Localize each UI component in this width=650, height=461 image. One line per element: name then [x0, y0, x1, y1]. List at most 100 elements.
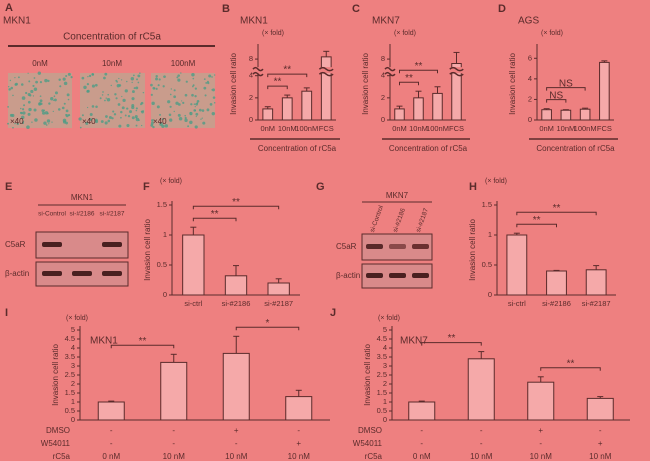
cell [50, 97, 54, 101]
cell [191, 72, 195, 77]
bracket [546, 87, 586, 91]
bracket [267, 85, 288, 90]
treatment-value: - [110, 439, 113, 448]
concentration: 0nM [32, 59, 48, 68]
cell [91, 72, 95, 76]
cell [7, 122, 9, 125]
significance: ** [533, 215, 541, 226]
cell [48, 102, 51, 105]
cell [185, 80, 188, 83]
y-tick-label: 4 [249, 71, 253, 80]
y-tick-label: 2 [71, 379, 75, 388]
cell [27, 100, 31, 104]
y-tick-label: 2 [528, 94, 532, 103]
cell [89, 118, 92, 121]
y-tick-label: 0 [381, 115, 385, 124]
row-label: C5aR [5, 240, 26, 249]
treatment-value: 10 nM [470, 452, 493, 461]
cell [20, 83, 24, 86]
cell [189, 111, 192, 114]
cell [120, 110, 123, 114]
cell [203, 86, 207, 90]
cell [191, 93, 194, 97]
cell [190, 113, 192, 116]
bracket [192, 217, 237, 222]
bar [222, 352, 250, 421]
cell [126, 123, 130, 128]
x-tick-label: 100nM [426, 124, 449, 133]
treatment-value: 10 nM [163, 452, 186, 461]
cell [57, 108, 61, 111]
cell [28, 80, 31, 83]
treatment-value: 10 nM [589, 452, 612, 461]
cell [142, 110, 145, 112]
cell [132, 74, 135, 77]
cell [127, 114, 131, 118]
cell [130, 77, 135, 81]
cell [114, 93, 117, 96]
cell [136, 78, 138, 81]
cell [150, 123, 154, 127]
y-tick-label: 8 [381, 54, 385, 63]
cell [52, 110, 54, 113]
panel-letter: I [5, 307, 8, 319]
cell [163, 75, 166, 79]
cell [198, 108, 202, 112]
cell [151, 119, 154, 122]
cell [20, 111, 22, 114]
cell [83, 85, 87, 90]
x-tick-label: si-ctrl [508, 299, 526, 308]
cell [159, 113, 161, 116]
x-tick-label: si-#2187 [582, 299, 611, 308]
micrograph [151, 73, 215, 128]
chart-title: MKN1 [240, 16, 268, 27]
treatment-name: rC5a [53, 452, 71, 461]
y-tick-label: 1 [71, 397, 75, 406]
cell [132, 90, 135, 94]
x-tick-label: si-ctrl [184, 299, 202, 308]
cell [200, 118, 202, 120]
cell [152, 86, 156, 90]
x-tick-label: 0nM [260, 124, 275, 133]
y-tick-label: 4 [383, 343, 387, 352]
cell [121, 95, 123, 98]
x-tick-label: si-#2186 [222, 299, 251, 308]
lane-label: si-#2186 [70, 211, 95, 218]
y-axis-label: Invasion cell ratio [229, 53, 238, 115]
significance: ** [283, 65, 291, 76]
cell [17, 76, 20, 79]
bar [301, 90, 313, 121]
cell [131, 116, 135, 120]
y-tick-label: 0.5 [377, 406, 387, 415]
cell [118, 84, 122, 87]
cell [22, 120, 25, 123]
cell [168, 113, 172, 117]
cell [211, 111, 216, 116]
cell [91, 84, 96, 88]
bracket [267, 73, 308, 78]
cell [20, 115, 25, 120]
bracket [516, 223, 557, 228]
x-tick-label: 100nM [295, 124, 318, 133]
axis-break [384, 71, 396, 77]
axis-break-gap [319, 67, 334, 74]
cell [193, 103, 196, 106]
cell [14, 77, 16, 79]
cell [182, 101, 185, 105]
cell [7, 85, 10, 88]
treatment-name: W54011 [353, 439, 383, 448]
panel-letter: E [5, 181, 12, 193]
cell [140, 124, 143, 127]
lane-label: si-#2187 [415, 207, 430, 233]
bar [285, 396, 313, 421]
y-unit: (× fold) [262, 30, 284, 37]
cell [104, 72, 108, 76]
cell [162, 85, 165, 88]
cell [193, 109, 197, 112]
bar [586, 397, 614, 421]
cell [81, 114, 84, 117]
cell [22, 111, 26, 115]
cell [105, 115, 108, 118]
band [389, 273, 406, 278]
